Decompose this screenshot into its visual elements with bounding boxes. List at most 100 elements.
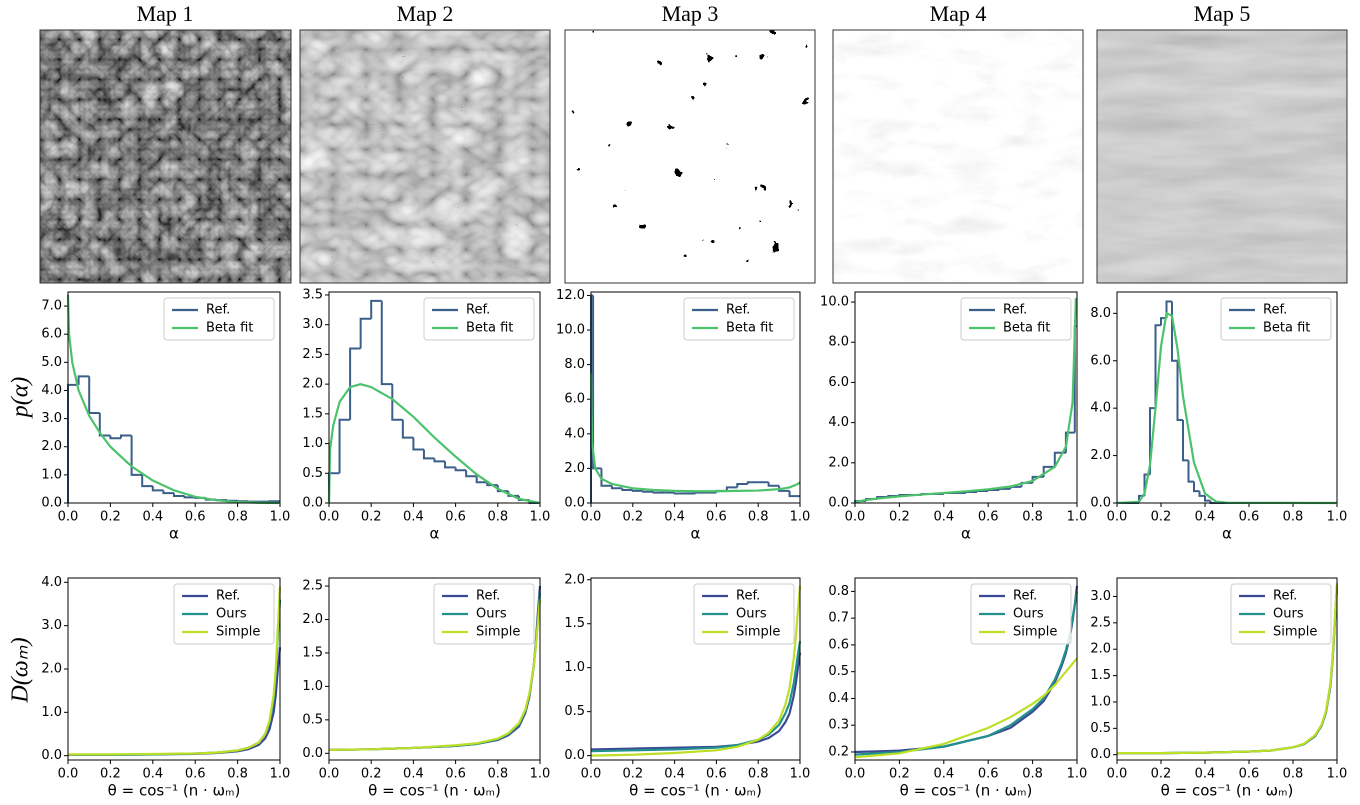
x-axis-label: θ = cos⁻¹ (n · ωₘ) bbox=[900, 782, 1033, 800]
x-tick-label: 0.2 bbox=[622, 510, 643, 525]
y-tick-label: 4.0 bbox=[41, 383, 62, 398]
series-line bbox=[589, 373, 801, 493]
texture-image bbox=[300, 30, 550, 283]
legend-label: Beta fit bbox=[466, 321, 513, 336]
y-tick-label: 1.0 bbox=[302, 679, 323, 694]
legend-box bbox=[960, 297, 1072, 341]
x-tick-label: 0.4 bbox=[142, 510, 163, 525]
legend-label: Beta fit bbox=[206, 321, 253, 336]
histogram-step bbox=[998, 487, 1011, 490]
histogram-step bbox=[391, 384, 403, 421]
y-tick-label: 0.0 bbox=[41, 748, 62, 763]
plot-frame bbox=[328, 291, 541, 504]
plot-frame bbox=[67, 291, 281, 504]
x-tick-label: 0.8 bbox=[227, 510, 248, 525]
y-tick-label: 4.0 bbox=[41, 575, 62, 590]
legend-label: Simple bbox=[1273, 625, 1317, 640]
y-tick-label: 0.5 bbox=[564, 704, 585, 719]
x-tick-label: 0.0 bbox=[58, 510, 79, 525]
histogram-step bbox=[359, 317, 372, 349]
y-tick-label: 1.5 bbox=[1090, 668, 1111, 683]
x-tick-label: 0.8 bbox=[748, 767, 769, 782]
y-tick-label: 0.5 bbox=[1090, 721, 1111, 736]
x-tick-label: 0.8 bbox=[1283, 767, 1304, 782]
y-tick-label: 1.5 bbox=[302, 645, 323, 660]
x-tick-label: 1.0 bbox=[530, 510, 551, 525]
x-tick-label: 1.0 bbox=[270, 510, 291, 525]
histogram-step bbox=[130, 435, 143, 476]
histogram-step bbox=[788, 490, 800, 498]
x-axis-label: α bbox=[1222, 525, 1232, 543]
map-title: Map 1 bbox=[137, 1, 194, 26]
y-tick-label: 2.0 bbox=[1090, 642, 1111, 657]
x-tick-label: 0.2 bbox=[1151, 767, 1172, 782]
x-tick-label: 1.0 bbox=[1327, 767, 1348, 782]
legend-label: Ref. bbox=[736, 589, 760, 604]
y-tick-label: 0.0 bbox=[828, 496, 849, 511]
y-tick-label: 8.0 bbox=[828, 335, 849, 350]
y-tick-label: 7.0 bbox=[41, 299, 62, 314]
x-tick-label: 0.6 bbox=[1239, 767, 1260, 782]
y-tick-label: 0.5 bbox=[302, 466, 323, 481]
histogram-step bbox=[173, 493, 185, 497]
y-tick-label: 3.0 bbox=[302, 317, 323, 332]
y-tick-label: 10.0 bbox=[556, 323, 585, 338]
x-axis-label: θ = cos⁻¹ (n · ωₘ) bbox=[629, 782, 762, 800]
x-tick-label: 0.6 bbox=[978, 510, 999, 525]
x-axis-label: α bbox=[691, 525, 701, 543]
y-tick-label: 1.5 bbox=[564, 616, 585, 631]
histogram-step bbox=[338, 418, 351, 474]
legend-label: Ref. bbox=[206, 303, 230, 318]
legend-label: Simple bbox=[736, 625, 780, 640]
y-tick-label: 1.0 bbox=[41, 467, 62, 482]
y-tick-label: 0.0 bbox=[41, 496, 62, 511]
histogram-step bbox=[88, 376, 100, 414]
x-tick-label: 0.0 bbox=[58, 767, 79, 782]
histogram-step bbox=[736, 482, 748, 488]
x-tick-label: 0.6 bbox=[185, 510, 206, 525]
x-tick-label: 0.6 bbox=[706, 510, 727, 525]
x-tick-label: 1.0 bbox=[1067, 767, 1088, 782]
x-tick-label: 0.6 bbox=[706, 767, 727, 782]
x-tick-label: 0.2 bbox=[100, 767, 121, 782]
y-tick-label: 0.0 bbox=[1090, 496, 1111, 511]
y-tick-label: 0.8 bbox=[828, 584, 849, 599]
y-tick-label: 2.5 bbox=[1090, 615, 1111, 630]
x-tick-label: 1.0 bbox=[530, 767, 551, 782]
texture-image bbox=[40, 30, 291, 283]
x-tick-label: 0.8 bbox=[1022, 767, 1043, 782]
histogram-step bbox=[401, 419, 414, 439]
legend-label: Ref. bbox=[216, 589, 240, 604]
histogram-step bbox=[1149, 407, 1156, 475]
texture-image bbox=[565, 30, 815, 283]
legend-box bbox=[1220, 297, 1332, 341]
y-tick-label: 2.0 bbox=[41, 439, 62, 454]
histogram-step bbox=[454, 467, 467, 472]
x-tick-label: 0.4 bbox=[1195, 510, 1216, 525]
x-tick-label: 0.2 bbox=[889, 767, 910, 782]
histogram-step bbox=[610, 485, 623, 490]
x-tick-label: 0.0 bbox=[845, 510, 866, 525]
histogram-step bbox=[444, 461, 456, 469]
y-tick-label: 0.0 bbox=[564, 748, 585, 763]
histogram-step bbox=[767, 482, 780, 487]
legend-box bbox=[1230, 583, 1332, 645]
legend-box bbox=[433, 583, 535, 645]
x-tick-label: 0.8 bbox=[487, 510, 508, 525]
x-tick-label: 0.4 bbox=[664, 510, 685, 525]
plot-frame bbox=[328, 577, 541, 761]
legend-label: Ours bbox=[736, 607, 767, 622]
map-title: Map 5 bbox=[1194, 1, 1251, 26]
image-frames bbox=[39, 29, 1348, 284]
series-line bbox=[590, 652, 802, 751]
x-tick-label: 0.0 bbox=[581, 510, 602, 525]
y-tick-label: 6.0 bbox=[564, 392, 585, 407]
histogram-step bbox=[433, 458, 446, 463]
histogram-step bbox=[349, 347, 361, 420]
y-tick-label: 3.0 bbox=[1090, 589, 1111, 604]
legend-label: Beta fit bbox=[1003, 321, 1050, 336]
x-tick-label: 0.2 bbox=[361, 767, 382, 782]
y-tick-label: 2.0 bbox=[41, 662, 62, 677]
x-tick-label: 0.8 bbox=[487, 767, 508, 782]
y-tick-label: 0.0 bbox=[302, 496, 323, 511]
